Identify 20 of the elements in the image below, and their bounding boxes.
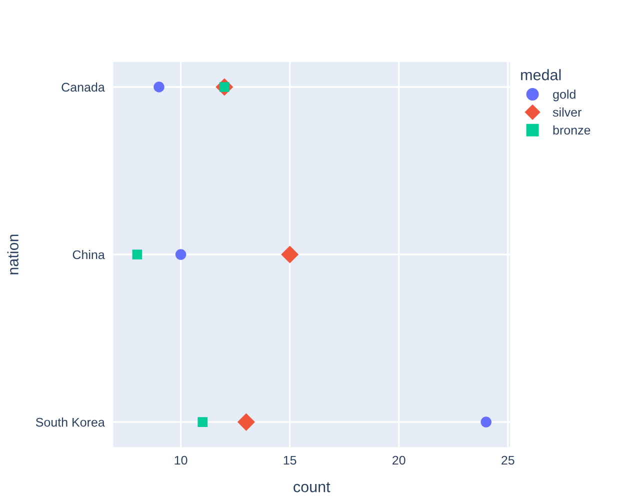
x-tick-label: 25 — [502, 456, 514, 465]
legend-label: gold — [553, 90, 576, 102]
point — [132, 250, 142, 260]
point — [154, 82, 164, 92]
x-tick-label: 15 — [284, 456, 296, 465]
x-tick-label: 10 — [174, 456, 188, 465]
legend-label: bronze — [553, 125, 590, 135]
point — [480, 416, 492, 428]
legend-title: medal — [521, 69, 561, 80]
y-axis-title: nation — [7, 234, 18, 274]
y-tick-label: China — [72, 250, 105, 260]
point — [237, 413, 256, 431]
y-tick-label: South Korea — [36, 418, 105, 427]
point — [281, 246, 299, 264]
point — [198, 417, 208, 427]
x-axis-title: count — [294, 482, 330, 492]
point — [175, 249, 186, 260]
x-tick-label: 20 — [392, 456, 406, 465]
legend-label: silver — [552, 107, 582, 117]
y-tick-label: Canada — [62, 82, 105, 92]
